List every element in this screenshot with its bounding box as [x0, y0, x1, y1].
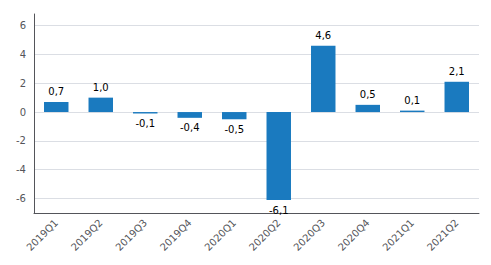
svg-text:-2: -2: [16, 135, 26, 146]
svg-text:4: 4: [20, 49, 26, 60]
svg-text:2,1: 2,1: [449, 66, 465, 77]
svg-text:-6,1: -6,1: [269, 205, 289, 216]
svg-text:2019Q3: 2019Q3: [113, 217, 149, 253]
svg-text:-0,5: -0,5: [224, 124, 244, 135]
svg-text:2019Q1: 2019Q1: [24, 217, 60, 253]
svg-text:1,0: 1,0: [93, 82, 109, 93]
svg-text:-0,4: -0,4: [180, 122, 200, 133]
svg-text:2: 2: [20, 78, 26, 89]
svg-text:4,6: 4,6: [315, 30, 331, 41]
svg-text:-6: -6: [16, 193, 26, 204]
svg-text:2020Q2: 2020Q2: [247, 217, 283, 253]
svg-text:0,5: 0,5: [360, 89, 376, 100]
svg-text:0,1: 0,1: [404, 95, 420, 106]
svg-text:2020Q1: 2020Q1: [202, 217, 238, 253]
svg-text:2020Q3: 2020Q3: [291, 217, 327, 253]
svg-text:2020Q4: 2020Q4: [336, 217, 372, 253]
svg-text:-0,1: -0,1: [135, 118, 155, 129]
svg-text:2019Q4: 2019Q4: [158, 217, 194, 253]
svg-text:-4: -4: [16, 164, 26, 175]
svg-text:2019Q2: 2019Q2: [69, 217, 105, 253]
svg-text:2021Q1: 2021Q1: [380, 217, 416, 253]
svg-text:0: 0: [20, 107, 26, 118]
svg-text:0,7: 0,7: [48, 86, 64, 97]
svg-text:2021Q2: 2021Q2: [425, 217, 461, 253]
svg-text:6: 6: [20, 20, 26, 31]
